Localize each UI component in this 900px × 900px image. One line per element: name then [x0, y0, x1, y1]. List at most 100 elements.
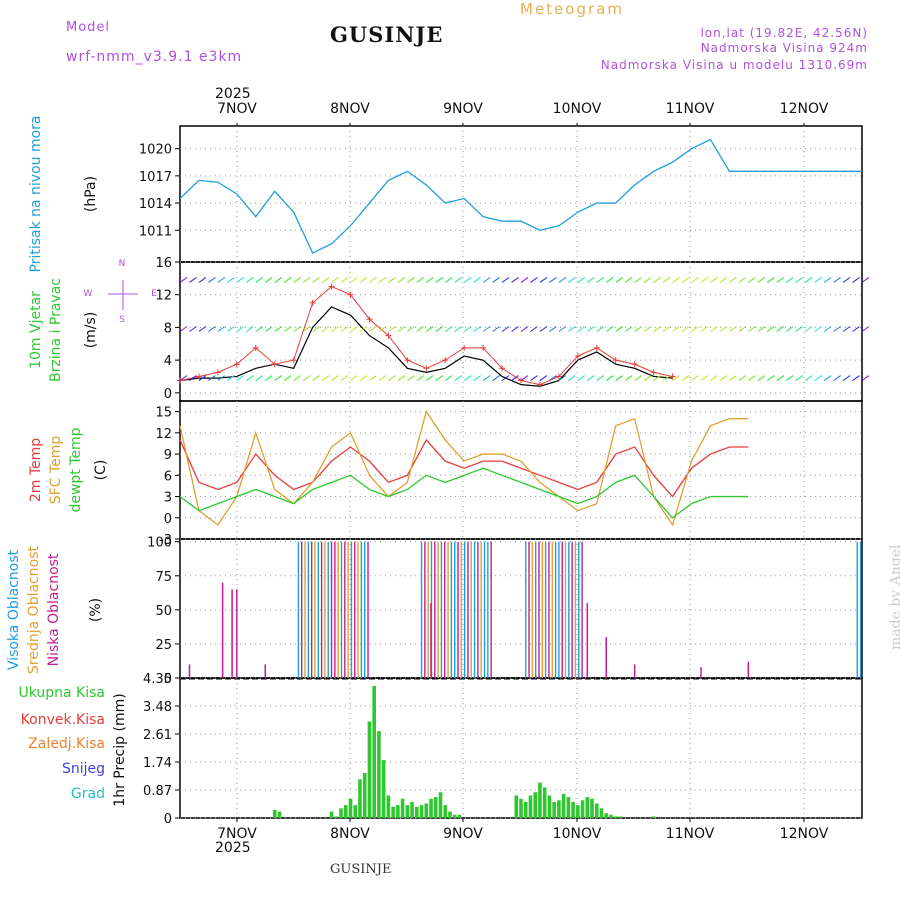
wind-gust-marker [177, 377, 183, 384]
wind-arrow [785, 277, 794, 283]
wind-arrow [842, 326, 851, 332]
wind-arrow [615, 277, 624, 283]
wind-arrow [738, 326, 747, 332]
wind-arrow [624, 277, 633, 283]
wind-arrow [340, 326, 349, 332]
wind-arrow [748, 326, 756, 332]
wind-arrow [719, 326, 728, 332]
wind-arrow [757, 326, 766, 332]
wind-arrow [653, 277, 661, 283]
cloud-label-mid: Srednja Oblacnost [26, 546, 42, 674]
wind-arrow [785, 326, 794, 332]
wind-arrow [397, 375, 406, 381]
wind-arrow [568, 375, 576, 381]
precip-bar [576, 805, 580, 818]
wind-arrow [520, 326, 529, 332]
wind-gust-marker [385, 332, 392, 339]
wind-arrow [757, 277, 766, 283]
wind-gust-marker [631, 361, 638, 368]
wind-arrow [378, 326, 387, 332]
wind-arrow [388, 375, 396, 381]
temp-label-2m: 2m Temp [28, 438, 44, 502]
wind-gust-marker [461, 344, 468, 351]
wind-arrow [463, 277, 472, 283]
wind-arrow [710, 277, 718, 283]
wind-arrow [823, 375, 832, 381]
wind-arrow [321, 375, 330, 381]
wind-gust-marker [404, 357, 411, 364]
precip-bar [651, 816, 656, 818]
wind-arrow [246, 326, 254, 332]
wind-arrow [520, 277, 529, 283]
wind-arrow [501, 326, 510, 332]
wind-arrow [681, 326, 690, 332]
wind-arrow [293, 277, 301, 283]
precip-bar [429, 798, 433, 818]
temp-ytick-label: 12 [155, 427, 172, 442]
wind-arrow [539, 277, 548, 283]
wind-arrow [407, 277, 415, 283]
wind-arrow [283, 326, 292, 332]
precip-bar [538, 782, 542, 818]
wind-ytick-label: 16 [155, 256, 172, 271]
wind-arrow [804, 277, 813, 283]
precip-bar [343, 805, 348, 818]
wind-arrow [264, 326, 273, 332]
day-label-bottom: 7NOV [217, 826, 257, 842]
wind-unit: (m/s) [83, 312, 99, 349]
panel-frame-clouds [179, 538, 863, 679]
precip-bar [609, 814, 613, 818]
precip-bar [272, 809, 277, 818]
wind-arrow [634, 277, 642, 283]
wind-arrow [416, 375, 425, 381]
wind-arrow [416, 277, 425, 283]
wind-arrow [435, 326, 444, 332]
wind-arrow [511, 375, 519, 381]
chart-title: GUSINJE [330, 22, 444, 47]
wind-arrow [833, 326, 841, 332]
wind-arrow [605, 277, 614, 283]
panel-frame-temp [179, 400, 863, 540]
wind-arrow [691, 277, 699, 283]
precip-bar [533, 792, 538, 818]
precip-bar [405, 805, 410, 818]
temp-ytick-label: -3 [159, 533, 172, 548]
wind-arrow [283, 277, 292, 283]
bottom-title: GUSINJE [330, 862, 392, 877]
wind-arrow [293, 326, 301, 332]
wind-arrow [283, 375, 292, 381]
wind-arrow [587, 326, 595, 332]
wind-arrow [511, 326, 519, 332]
wind-arrow [444, 326, 453, 332]
wind-arrow [568, 277, 576, 283]
wind-arrow [378, 375, 387, 381]
precip-bar [580, 800, 585, 818]
precip-label-conv: Konvek.Kisa [21, 712, 105, 728]
clouds-ytick-label: 0 [164, 672, 172, 687]
wind-gust-marker [233, 361, 240, 368]
wind-arrow [246, 375, 254, 381]
cloud-unit: (%) [88, 598, 104, 622]
compass-s: S [119, 315, 125, 325]
wind-arrow [549, 326, 557, 332]
wind-arrow [596, 277, 605, 283]
wind-arrow [700, 326, 709, 332]
wind-arrow [662, 375, 671, 381]
precip-label-total: Ukupna Kisa [18, 685, 105, 701]
wind-arrow [729, 326, 737, 332]
compass-w: W [84, 289, 93, 299]
wind-gust-marker [214, 369, 221, 376]
wind-arrow [662, 326, 671, 332]
wind-arrow [407, 326, 415, 332]
precip-bar [362, 772, 367, 818]
wind-arrow [217, 326, 226, 332]
wind-arrow [388, 277, 396, 283]
wind-arrow [776, 375, 785, 381]
wind-arrow [407, 375, 415, 381]
wind-arrow [302, 277, 311, 283]
wind-arrow [435, 375, 444, 381]
precip-bar [528, 795, 533, 818]
wind-arrow [312, 326, 320, 332]
precip-bar [386, 795, 391, 818]
wind-arrow [691, 375, 699, 381]
